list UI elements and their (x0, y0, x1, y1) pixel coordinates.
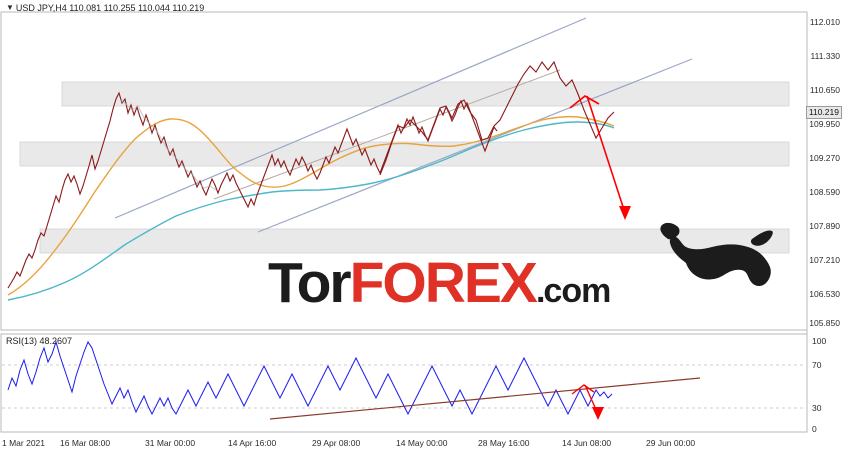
x-tick-3: 14 Apr 16:00 (228, 438, 277, 448)
price-tick-7: 107.210 (809, 255, 840, 265)
price-tick-5: 108.590 (809, 187, 840, 197)
moving-average-orange (7, 115, 615, 296)
rsi-tick-70: 70 (812, 360, 822, 370)
symbol-quote-line: USD JPY,H4 110.081 110.255 110.044 110.2… (15, 3, 205, 13)
x-tick-5: 14 May 00:00 (396, 438, 448, 448)
watermark-tor: Tor (268, 251, 352, 315)
watermark-forex: FOREX (349, 251, 538, 315)
price-tick-0: 112.010 (809, 17, 840, 27)
price-tick-1: 111.330 (810, 51, 840, 61)
price-tick-6: 107.890 (809, 221, 840, 231)
price-candles-light (119, 99, 217, 191)
watermark-dot: . (535, 272, 546, 310)
price-tick-3: 109.950 (809, 119, 840, 129)
watermark-com: com (543, 272, 611, 310)
price-tick-2: 110.650 (809, 85, 840, 95)
rsi-indicator-label: RSI(13) 48.2607 (6, 336, 73, 346)
rsi-tick-30: 30 (812, 403, 822, 413)
price-candles (7, 60, 615, 289)
watermark-logo: TorFOREX.com (268, 250, 611, 316)
x-tick-7: 14 Jun 08:00 (562, 438, 612, 448)
bearish-arrow-rsi (571, 384, 604, 420)
bearish-arrow-price (569, 95, 631, 220)
price-tick-4: 109.270 (809, 153, 840, 163)
x-tick-2: 31 Mar 00:00 (145, 438, 196, 448)
moving-average-cyan (7, 121, 615, 301)
x-tick-6: 28 May 16:00 (478, 438, 530, 448)
ascending-channel (114, 17, 693, 233)
collapse-triangle-icon[interactable]: ▼ (6, 3, 14, 12)
rsi-pane (2, 340, 806, 420)
price-tick-8: 106.530 (809, 289, 840, 299)
bull-logo-icon (660, 222, 773, 286)
x-tick-4: 29 Apr 08:00 (312, 438, 361, 448)
rsi-tick-0: 0 (812, 424, 817, 434)
rsi-tick-100: 100 (812, 336, 827, 346)
x-tick-8: 29 Jun 00:00 (646, 438, 696, 448)
x-tick-0: 1 Mar 2021 (2, 438, 45, 448)
price-tick-9: 105.850 (809, 318, 840, 328)
current-price-tag: 110.219 (805, 106, 842, 119)
x-tick-1: 16 Mar 08:00 (60, 438, 111, 448)
chart-title: ▼ USD JPY,H4 110.081 110.255 110.044 110.… (6, 3, 204, 13)
